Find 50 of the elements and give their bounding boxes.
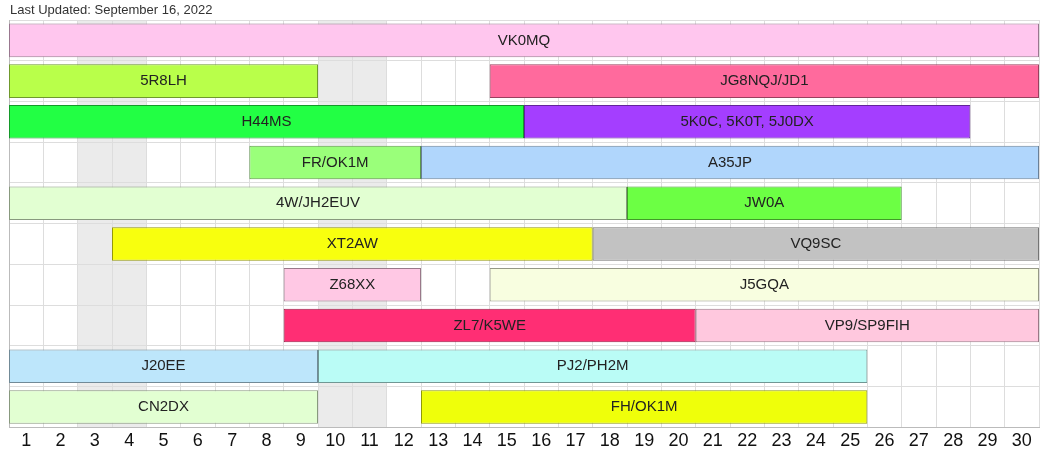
series-label: J5GQA — [739, 274, 789, 292]
x-tick-label: 24 — [805, 430, 826, 451]
x-tick-label: 21 — [702, 430, 723, 451]
chart-title: Last Updated: September 16, 2022 — [10, 2, 213, 17]
series-label: ZL7/K5WE — [453, 315, 526, 333]
series-label: VP9/SP9FIH — [824, 315, 910, 333]
series-label: JW0A — [744, 193, 785, 211]
x-tick-label: 15 — [496, 430, 517, 451]
series-label: XT2AW — [326, 234, 379, 252]
x-tick-label: 9 — [295, 430, 306, 451]
x-tick-label: 6 — [192, 430, 203, 451]
series-label: PJ2/PH2M — [556, 356, 629, 374]
x-tick-label: 13 — [428, 430, 449, 451]
x-tick-label: 14 — [462, 430, 483, 451]
x-tick-label: 17 — [565, 430, 586, 451]
x-tick-label: 25 — [840, 430, 861, 451]
x-tick-label: 5 — [158, 430, 169, 451]
x-tick-label: 19 — [634, 430, 655, 451]
series-label: CN2DX — [138, 397, 189, 415]
x-tick-label: 29 — [977, 430, 998, 451]
x-tick-label: 12 — [393, 430, 414, 451]
series-label: 5R8LH — [140, 71, 187, 89]
x-tick-label: 3 — [89, 430, 100, 451]
x-tick-label: 11 — [360, 430, 379, 451]
x-tick-label: 27 — [908, 430, 929, 451]
x-tick-label: 23 — [771, 430, 792, 451]
series-label: VK0MQ — [497, 30, 551, 48]
series-label: VQ9SC — [790, 234, 842, 252]
x-tick-label: 1 — [21, 430, 32, 451]
x-tick-label: 2 — [55, 430, 66, 451]
x-tick-label: 16 — [531, 430, 552, 451]
x-tick-label: 8 — [261, 430, 272, 451]
x-tick-label: 20 — [668, 430, 689, 451]
x-tick-label: 28 — [943, 430, 964, 451]
x-tick-label: 30 — [1011, 430, 1032, 451]
x-tick-label: 4 — [124, 430, 135, 451]
series-label: FH/OK1M — [610, 397, 678, 415]
x-tick-label: 7 — [227, 430, 238, 451]
series-label: Z68XX — [329, 274, 376, 292]
series-label: 4W/JH2EUV — [275, 193, 361, 211]
series-label: 5K0C, 5K0T, 5J0DX — [680, 111, 814, 129]
series-label: FR/OK1M — [301, 152, 369, 170]
series-label: A35JP — [707, 152, 753, 170]
x-tick-label: 26 — [874, 430, 895, 451]
x-tick-label: 10 — [325, 430, 346, 451]
x-tick-label: 18 — [599, 430, 620, 451]
x-tick-label: 22 — [737, 430, 758, 451]
series-label: JG8NQJ/JD1 — [720, 71, 809, 89]
series-label: J20EE — [141, 356, 186, 374]
series-label: H44MS — [241, 111, 292, 129]
